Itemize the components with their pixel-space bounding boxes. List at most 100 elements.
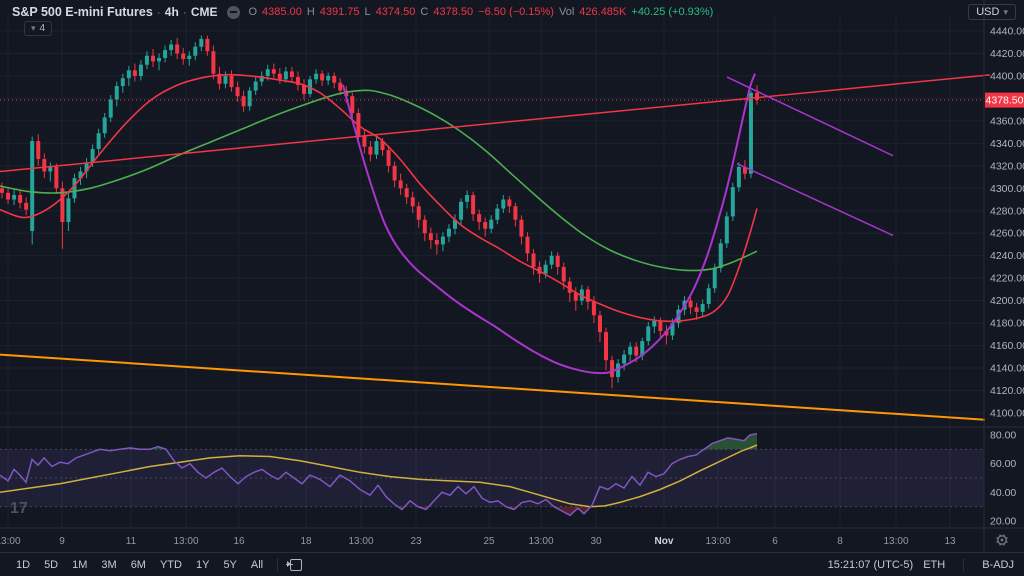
svg-text:4340.00: 4340.00 bbox=[990, 138, 1024, 150]
orange-trendline[interactable] bbox=[0, 353, 986, 421]
range-button-6M[interactable]: 6M bbox=[130, 558, 146, 571]
svg-text:4240.00: 4240.00 bbox=[990, 250, 1024, 262]
time-tick-label: 13:00 bbox=[883, 536, 908, 547]
collapsed-indicators-chip[interactable]: ▾ 4 bbox=[24, 21, 53, 36]
range-button-1M[interactable]: 1M bbox=[72, 558, 88, 571]
time-tick-label: 13:00 bbox=[0, 536, 21, 547]
time-tick-label: 13 bbox=[944, 536, 956, 547]
svg-text:4120.00: 4120.00 bbox=[990, 385, 1024, 397]
interval-label[interactable]: 4h bbox=[164, 5, 179, 19]
toolbar-divider bbox=[277, 557, 279, 572]
svg-text:4180.00: 4180.00 bbox=[990, 318, 1024, 330]
svg-text:4160.00: 4160.00 bbox=[990, 340, 1024, 352]
axis-settings-gear-icon[interactable] bbox=[996, 534, 1008, 546]
price-axis[interactable]: 4440.004420.004400.004380.004360.004340.… bbox=[985, 26, 1024, 528]
low-label: L bbox=[364, 6, 371, 18]
time-tick-label: 13:00 bbox=[173, 536, 198, 547]
svg-text:4140.00: 4140.00 bbox=[990, 363, 1024, 375]
open-value: 4385.00 bbox=[262, 6, 302, 18]
range-buttons: 1D 5D 1M 3M 6M YTD 1Y 5Y All bbox=[10, 557, 269, 573]
open-label: O bbox=[248, 6, 258, 18]
current-price-label bbox=[985, 92, 1024, 108]
rsi-axis-label: 20.00 bbox=[990, 516, 1016, 528]
go-to-date-icon[interactable] bbox=[286, 558, 303, 572]
time-tick-label: 18 bbox=[300, 536, 312, 547]
high-value: 4391.75 bbox=[319, 6, 360, 18]
rsi-axis-label: 60.00 bbox=[990, 458, 1016, 470]
low-value: 4374.50 bbox=[375, 6, 416, 18]
range-button-YTD[interactable]: YTD bbox=[159, 558, 182, 571]
chart-canvas[interactable]: 174440.004420.004400.004380.004360.00434… bbox=[0, 0, 1024, 552]
chevron-down-icon: ▾ bbox=[31, 23, 36, 33]
time-tick-label: 23 bbox=[410, 536, 422, 547]
svg-text:4200.00: 4200.00 bbox=[990, 295, 1024, 307]
svg-text:4220.00: 4220.00 bbox=[990, 273, 1024, 285]
svg-text:4320.00: 4320.00 bbox=[990, 160, 1024, 172]
chevron-down-icon: ▾ bbox=[1003, 6, 1008, 17]
time-tick-label: 6 bbox=[772, 536, 778, 547]
rsi-ma-line[interactable] bbox=[0, 444, 758, 508]
separator-dot: · bbox=[182, 5, 187, 19]
volume-label: Vol bbox=[558, 6, 575, 18]
time-tick-label: 9 bbox=[59, 536, 65, 547]
toolbar-divider bbox=[963, 557, 965, 572]
svg-text:4378.50: 4378.50 bbox=[986, 95, 1024, 107]
time-tick-label: 30 bbox=[590, 536, 602, 547]
close-label: C bbox=[420, 6, 429, 18]
time-tick-label: 13:00 bbox=[705, 536, 730, 547]
svg-text:4400.00: 4400.00 bbox=[990, 70, 1024, 82]
green-ma-line[interactable] bbox=[0, 89, 758, 272]
candlesticks bbox=[0, 35, 759, 389]
ohlc-readout: O 4385.00 H 4391.75 L 4374.50 C 4378.50 −6.5… bbox=[248, 6, 713, 18]
currency-selector[interactable]: USD ▾ bbox=[968, 4, 1016, 20]
svg-text:4100.00: 4100.00 bbox=[990, 408, 1024, 420]
purple-trendline-lower[interactable] bbox=[736, 162, 894, 237]
red-ma-line[interactable] bbox=[0, 73, 758, 323]
time-axis[interactable]: 13:00 9 11 13:00 16 18 13:00 23 25 13:00 30 Nov 13:0… bbox=[0, 536, 956, 547]
high-label: H bbox=[306, 6, 315, 18]
adjustment-toggle[interactable]: B-ADJ bbox=[982, 558, 1014, 571]
rsi-axis-label: 40.00 bbox=[990, 487, 1016, 499]
symbol-title[interactable]: S&P 500 E-mini Futures bbox=[12, 5, 153, 19]
svg-text:4440.00: 4440.00 bbox=[990, 26, 1024, 38]
svg-text:4300.00: 4300.00 bbox=[990, 183, 1024, 195]
exchange-label[interactable]: CME bbox=[190, 5, 218, 19]
bottom-toolbar: 1D 5D 1M 3M 6M YTD 1Y 5Y All 15:21:07 (UTC-5) ET… bbox=[0, 552, 1024, 576]
time-tick-label: 16 bbox=[233, 536, 245, 547]
rsi-overbought-fill bbox=[704, 433, 757, 450]
clock[interactable]: 15:21:07 (UTC-5) bbox=[827, 558, 914, 571]
svg-text:4260.00: 4260.00 bbox=[990, 228, 1024, 240]
rsi-oversold-fill bbox=[554, 506, 591, 516]
time-tick-label: 13:00 bbox=[348, 536, 373, 547]
range-button-All[interactable]: All bbox=[250, 558, 264, 571]
time-tick-label: Nov bbox=[655, 536, 674, 547]
range-button-1Y[interactable]: 1Y bbox=[195, 558, 210, 571]
tradingview-logo[interactable]: 17 bbox=[10, 500, 28, 517]
red-trendline[interactable] bbox=[0, 74, 991, 173]
symbol-header: S&P 500 E-mini Futures · 4h · CME O 4385.… bbox=[0, 0, 1024, 24]
svg-text:4420.00: 4420.00 bbox=[990, 48, 1024, 60]
change-value: −6.50 (−0.15%) bbox=[478, 6, 554, 18]
rsi-axis-label: 80.00 bbox=[990, 430, 1016, 442]
volume-value: 426.485K bbox=[579, 6, 627, 18]
svg-text:4280.00: 4280.00 bbox=[990, 205, 1024, 217]
range-button-5Y[interactable]: 5Y bbox=[223, 558, 237, 571]
range-button-3M[interactable]: 3M bbox=[101, 558, 117, 571]
purple-trendline-upper[interactable] bbox=[726, 76, 894, 157]
rsi-line[interactable] bbox=[0, 432, 758, 517]
currency-label: USD bbox=[976, 6, 1000, 18]
purple-curve-drawing[interactable] bbox=[342, 73, 756, 375]
time-tick-label: 8 bbox=[837, 536, 843, 547]
close-value: 4378.50 bbox=[433, 6, 474, 18]
range-button-5D[interactable]: 5D bbox=[44, 558, 59, 571]
market-status-icon[interactable] bbox=[227, 5, 241, 19]
range-button-1D[interactable]: 1D bbox=[16, 558, 31, 571]
session-toggle[interactable]: ETH bbox=[923, 558, 946, 571]
time-tick-label: 13:00 bbox=[528, 536, 553, 547]
time-tick-label: 25 bbox=[483, 536, 495, 547]
svg-text:4360.00: 4360.00 bbox=[990, 115, 1024, 127]
volume-change: +40.25 (+0.93%) bbox=[631, 6, 714, 18]
rsi-band bbox=[0, 449, 984, 507]
indicator-count: 4 bbox=[39, 23, 46, 34]
